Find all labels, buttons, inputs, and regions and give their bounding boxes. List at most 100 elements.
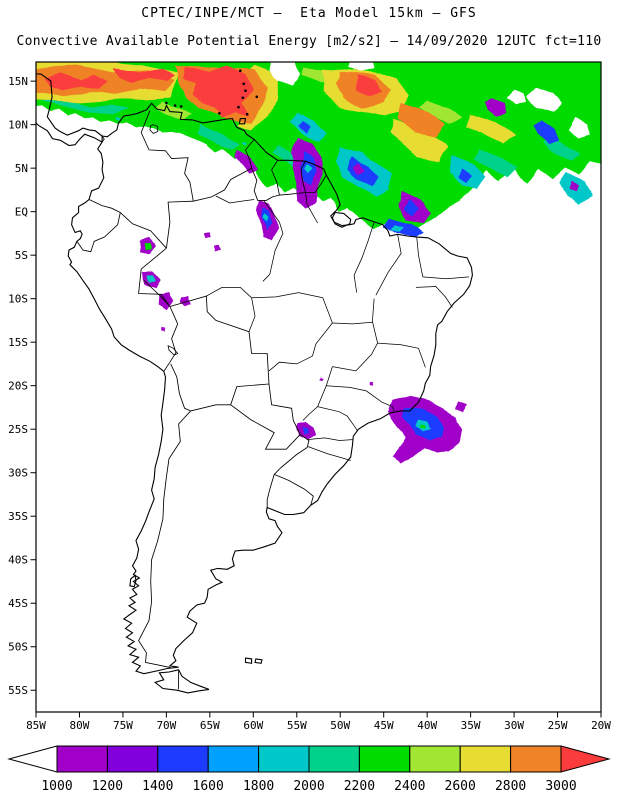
lon-tick-label: 75W [113, 719, 133, 732]
state-border [305, 192, 318, 224]
lat-tick-label: 25S [8, 423, 28, 436]
lat-tick-label: 30S [8, 467, 28, 480]
cape-contour-region [303, 162, 312, 174]
state-border [353, 221, 375, 293]
state-border [262, 200, 284, 282]
lon-tick-label: 55W [287, 719, 307, 732]
lon-tick-label: 25W [548, 719, 568, 732]
country-border [251, 168, 280, 201]
island-dot [179, 105, 183, 108]
country-border [230, 404, 301, 450]
colorbar-label: 1800 [243, 779, 274, 794]
lon-tick-label: 35W [461, 719, 481, 732]
state-border [248, 297, 256, 332]
title-line-1: CPTEC/INPE/MCT – Eta Model 15km – GFS [141, 6, 477, 21]
cape-contour-region [183, 65, 254, 118]
cape-contour-region [357, 76, 384, 97]
coastline [331, 211, 352, 228]
state-border [268, 355, 313, 372]
coastline [36, 73, 103, 137]
cape-contour-region [531, 120, 560, 144]
cape-contour-region [485, 98, 510, 118]
cape-contour-region [298, 121, 313, 134]
country-border [230, 383, 270, 405]
cape-contour-region [475, 150, 519, 179]
title-line-2: Convective Available Potential Energy [m… [16, 34, 602, 49]
cape-contour-region [116, 116, 122, 122]
state-border [415, 286, 453, 308]
coastline [67, 102, 473, 675]
coastline [36, 122, 103, 147]
colorbar-label: 3000 [545, 779, 576, 794]
country-border [279, 192, 306, 196]
island-dot [239, 69, 242, 72]
lat-tick-label: 5N [15, 162, 28, 175]
lon-tick-label: 30W [504, 719, 524, 732]
state-border [307, 437, 353, 441]
cape-contour-region [319, 376, 324, 380]
cape-contour-region [455, 401, 467, 412]
cape-contour-region [355, 161, 368, 176]
coastline [244, 657, 253, 664]
country-border [273, 434, 310, 475]
colorbar-label: 1200 [92, 779, 123, 794]
colorbar-segment [510, 745, 562, 773]
lat-tick-label: 50S [8, 641, 28, 654]
base-map [36, 69, 473, 694]
colorbar-segment [459, 745, 512, 773]
lon-tick-label: 60W [243, 719, 263, 732]
coastline [129, 574, 137, 588]
cape-contour-region [149, 275, 157, 283]
island-dot [241, 96, 245, 99]
lat-tick-label: 40S [8, 554, 28, 567]
cape-contour-region [568, 181, 578, 190]
cape-contour-region [161, 327, 166, 332]
state-border [317, 406, 358, 432]
lat-tick-label: 15S [8, 336, 28, 349]
lat-tick-label: 20S [8, 380, 28, 393]
country-border [138, 410, 192, 669]
lake-outline [149, 124, 159, 134]
country-border [165, 200, 194, 249]
cape-contour-region [390, 225, 403, 234]
country-border [170, 363, 191, 412]
lat-tick-label: 45S [8, 597, 28, 610]
cape-contour-region [142, 243, 150, 252]
state-border [143, 280, 171, 307]
country-border [266, 474, 275, 508]
colorbar-segment [106, 745, 159, 773]
lat-tick-label: 15N [8, 75, 28, 88]
lon-tick-label: 70W [156, 719, 176, 732]
colorbar-above-arrow [560, 745, 611, 773]
lat-tick-label: 5S [15, 249, 28, 262]
cape-contour-region [527, 85, 562, 112]
state-border [206, 287, 252, 299]
country-border [88, 199, 121, 213]
graticule-labels: 15N 10N 5N EQ 5S 10S 15S 20S 25S 30S 35S 40S 45S 50S 5… [8, 75, 611, 732]
lon-tick-label: 85W [26, 719, 46, 732]
island-dot [244, 89, 247, 92]
colorbar-label: 2400 [394, 779, 425, 794]
colorbar-segment [207, 745, 260, 773]
cape-contour-region [369, 380, 375, 385]
cape-contour-region [456, 166, 473, 183]
cape-contour-region [212, 244, 220, 252]
cape-contour-region [156, 102, 193, 120]
colorbar-segment [409, 745, 461, 773]
colorbar-label: 2600 [445, 779, 476, 794]
colorbar-label: 1600 [193, 779, 224, 794]
colorbar-label: 1400 [142, 779, 173, 794]
cape-contour-region [568, 115, 593, 137]
state-border [422, 276, 469, 280]
colorbar-segment [358, 745, 411, 773]
cape-contour-region [383, 218, 423, 240]
colorbar-label: 2800 [495, 779, 526, 794]
island-dot [173, 104, 177, 107]
lat-tick-label: 10S [8, 293, 28, 306]
colorbar-segment [56, 745, 108, 773]
state-border [251, 292, 323, 299]
state-border [326, 385, 395, 412]
island-dot [242, 82, 245, 86]
state-border [372, 298, 426, 368]
cape-contour-region [44, 72, 106, 90]
